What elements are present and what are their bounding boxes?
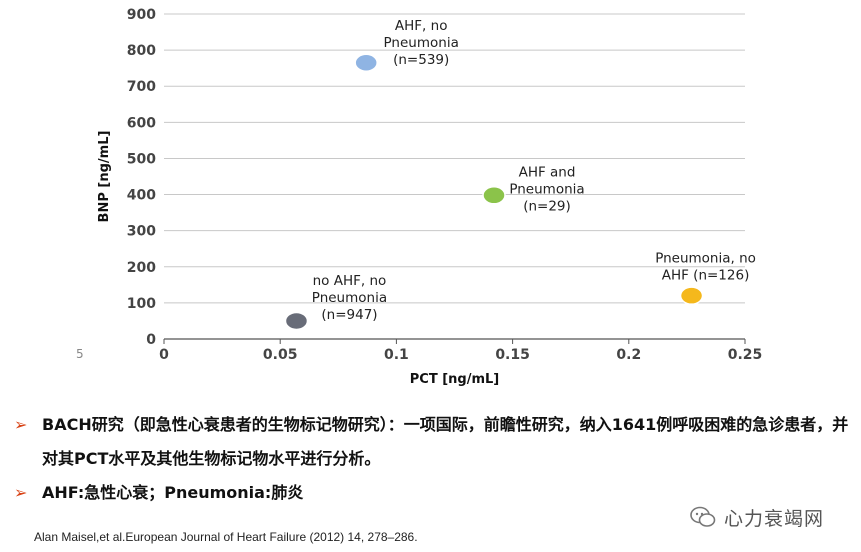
point-label: Pneumonia bbox=[384, 35, 459, 51]
point-label: (n=539) bbox=[393, 52, 449, 68]
y-tick-label: 0 bbox=[146, 332, 156, 348]
axes bbox=[163, 338, 746, 344]
y-tick-label: 300 bbox=[127, 224, 156, 240]
point-label: Pneumonia bbox=[509, 181, 584, 197]
stray-axis-mark: 5 bbox=[76, 347, 84, 361]
scatter-point bbox=[482, 186, 506, 205]
bullet-item-abbreviations: ➢ AHF:急性心衰；Pneumonia:肺炎 bbox=[14, 476, 854, 510]
scatter-chart: 0 100 200 300 400 500 600 700 800 900 0 0.05 0.1 0.15… bbox=[76, 7, 763, 387]
bullet-text: AHF:急性心衰；Pneumonia:肺炎 bbox=[42, 483, 304, 502]
bullet-list: ➢ BACH研究（即急性心衰患者的生物标记物研究）：一项国际，前瞻性研究，纳入1… bbox=[14, 408, 854, 510]
y-tick-label: 900 bbox=[127, 7, 156, 23]
gridlines bbox=[164, 13, 745, 304]
watermark: 心力衰竭网 bbox=[690, 502, 824, 532]
y-tick-label: 700 bbox=[127, 79, 156, 95]
y-tick-label: 500 bbox=[127, 151, 156, 167]
point-label: AHF (n=126) bbox=[662, 268, 750, 284]
x-tick-label: 0.25 bbox=[728, 347, 763, 363]
point-label: no AHF, no bbox=[313, 273, 387, 289]
arrow-bullet-icon: ➢ bbox=[14, 483, 28, 502]
watermark-text: 心力衰竭网 bbox=[724, 507, 825, 530]
point-label: AHF and bbox=[519, 164, 576, 180]
x-tick-label: 0 bbox=[159, 347, 169, 363]
y-tick-label: 600 bbox=[127, 115, 156, 131]
x-tick-label: 0.1 bbox=[384, 347, 409, 363]
point-label: Pneumonia, no bbox=[655, 251, 756, 267]
x-tick-label: 0.15 bbox=[495, 347, 530, 363]
bullet-text: BACH研究（即急性心衰患者的生物标记物研究）：一项国际，前瞻性研究，纳入164… bbox=[42, 415, 849, 468]
scatter-point bbox=[679, 286, 704, 305]
y-tick-label: 100 bbox=[127, 296, 156, 312]
y-tick-label: 400 bbox=[127, 188, 156, 204]
tick-labels: 0 100 200 300 400 500 600 700 800 900 0 0.05 0.1 0.15… bbox=[127, 7, 763, 363]
chat-bubble-icon bbox=[690, 506, 716, 527]
x-axis-label: PCT [ng/mL] bbox=[410, 372, 499, 387]
bullet-item-study: ➢ BACH研究（即急性心衰患者的生物标记物研究）：一项国际，前瞻性研究，纳入1… bbox=[14, 408, 854, 476]
scatter-point bbox=[354, 53, 378, 72]
y-tick-label: 200 bbox=[127, 260, 156, 276]
point-label: Pneumonia bbox=[312, 290, 387, 306]
data-points bbox=[284, 53, 704, 331]
point-label: (n=947) bbox=[321, 307, 377, 323]
y-axis-label: BNP [ng/mL] bbox=[97, 131, 112, 223]
point-label: AHF, no bbox=[395, 18, 448, 34]
arrow-bullet-icon: ➢ bbox=[14, 415, 28, 434]
citation: Alan Maisel,et al.European Journal of He… bbox=[34, 530, 418, 544]
point-label: (n=29) bbox=[523, 198, 571, 214]
scatter-point bbox=[284, 311, 309, 331]
x-tick-label: 0.05 bbox=[263, 347, 298, 363]
y-tick-label: 800 bbox=[127, 43, 156, 59]
x-tick-label: 0.2 bbox=[616, 347, 641, 363]
